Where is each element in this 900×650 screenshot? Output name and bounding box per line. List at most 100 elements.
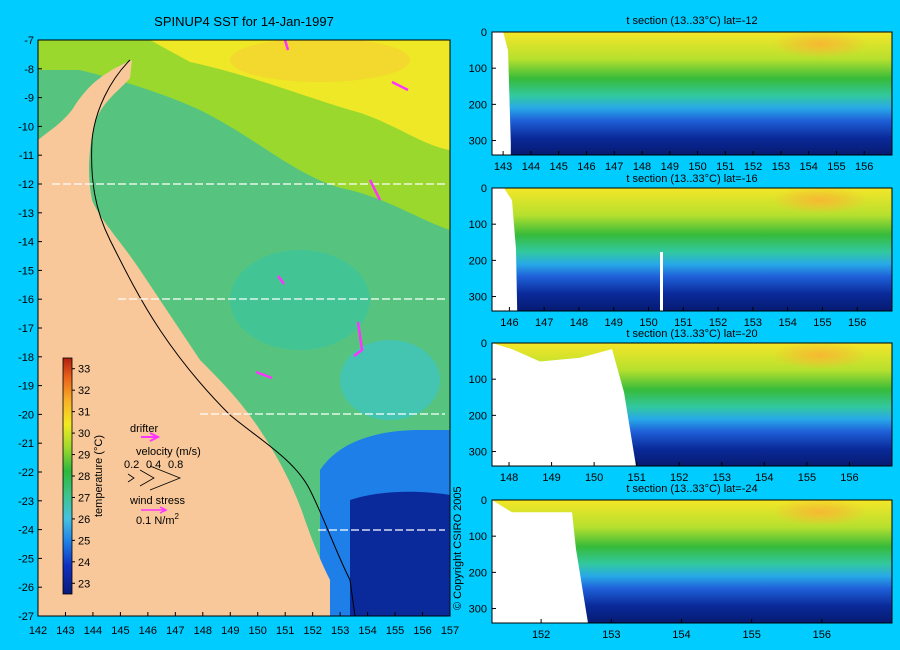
copyright-note: © Copyright CSIRO 2005 xyxy=(452,486,464,610)
map-x-tick-label: 152 xyxy=(303,625,321,637)
shelf-contour xyxy=(91,59,356,616)
section-warm-patch xyxy=(772,341,868,369)
map-y-tick-label: -16 xyxy=(18,294,34,306)
section-y-tick-label: 0 xyxy=(481,338,487,350)
wind-arrow xyxy=(141,506,168,514)
map-y-tick-label: -20 xyxy=(18,409,34,421)
section-x-tick-label: 150 xyxy=(639,317,657,329)
legend-drifter-label: drifter xyxy=(130,423,158,435)
map-title: SPINUP4 SST for 14-Jan-1997 xyxy=(154,14,334,29)
colorbar-tick-label: 30 xyxy=(78,428,90,440)
section-frame xyxy=(491,342,893,467)
section-y-tick-label: 200 xyxy=(469,567,487,579)
section-x-tick-label: 152 xyxy=(744,161,762,173)
section-topography xyxy=(492,188,518,311)
section-x-tick-label: 154 xyxy=(799,161,817,173)
section-x-tick-label: 153 xyxy=(602,629,620,641)
map-x-tick-label: 144 xyxy=(84,625,102,637)
map-y-tick-label: -21 xyxy=(18,438,34,450)
section-x-tick-label: 153 xyxy=(772,161,790,173)
colorbar-tick-label: 24 xyxy=(78,557,90,569)
section-x-tick-label: 156 xyxy=(840,472,858,484)
map-plot xyxy=(38,40,450,616)
eddy-east xyxy=(340,340,440,420)
colorbar-tick-label: 29 xyxy=(78,450,90,462)
section-x-tick-label: 155 xyxy=(742,629,760,641)
section-x-tick-label: 156 xyxy=(855,161,873,173)
section-x-tick-label: 156 xyxy=(848,317,866,329)
section-title: t section (13..33°C) lat=-20 xyxy=(626,328,757,340)
drifter-track xyxy=(391,80,409,92)
map-x-tick-label: 155 xyxy=(386,625,404,637)
map-x-tick-label: 142 xyxy=(29,625,47,637)
warm-core xyxy=(230,40,410,82)
section-x-tick-label: 146 xyxy=(500,317,518,329)
section-topography xyxy=(492,32,511,155)
map-y-tick-label: -27 xyxy=(18,611,34,623)
map-y-axis: -7 -8 -9 -10 -11 -12 -13 -14 -15 -16 -17 -18 -19 -20 -… xyxy=(18,35,42,623)
section-y-tick-label: 100 xyxy=(469,374,487,386)
map-y-tick-label: -10 xyxy=(18,121,34,133)
section-frame xyxy=(491,187,893,312)
section-ridge xyxy=(660,251,663,311)
land-australia xyxy=(38,40,330,616)
eddy-central xyxy=(230,250,370,350)
section-x-tick-label: 154 xyxy=(778,317,796,329)
section-y-tick-label: 300 xyxy=(469,292,487,304)
section-x-tick-label: 149 xyxy=(542,472,560,484)
section-x-tick-label: 147 xyxy=(535,317,553,329)
section-x-tick-label: 151 xyxy=(716,161,734,173)
section-title: t section (13..33°C) lat=-12 xyxy=(626,15,757,27)
section-y-tick-label: 200 xyxy=(469,410,487,422)
section-panel: t section (13..33°C) lat=-12 143 144 145 146… xyxy=(469,15,893,173)
map-y-tick-label: -11 xyxy=(19,150,34,162)
colorbar-tick-label: 31 xyxy=(78,407,90,419)
section-y-tick-label: 100 xyxy=(469,63,487,75)
section-x-tick-label: 144 xyxy=(522,161,540,173)
map-x-tick-label: 143 xyxy=(56,625,74,637)
map-x-tick-label: 153 xyxy=(331,625,349,637)
map-y-tick-label: -15 xyxy=(18,265,34,277)
section-y-tick-label: 300 xyxy=(469,604,487,616)
section-y-tick-label: 0 xyxy=(481,495,487,507)
section-x-tick-label: 152 xyxy=(670,472,688,484)
colorbar-tick-label: 23 xyxy=(78,578,90,590)
legend-velocity-value-2: 0.4 xyxy=(146,459,161,471)
map-x-axis: 142 143 144 145 146 147 148 149 150 151 152 153 154 1… xyxy=(29,612,459,637)
legend-velocity-value-1: 0.2 xyxy=(124,459,139,471)
velocity-arrows xyxy=(127,465,182,491)
section-x-tick-label: 147 xyxy=(605,161,623,173)
colorbar-tick-label: 28 xyxy=(78,471,90,483)
map-y-tick-label: -8 xyxy=(24,64,34,76)
section-frame xyxy=(491,499,893,624)
map-x-tick-label: 157 xyxy=(441,625,459,637)
section-title: t section (13..33°C) lat=-16 xyxy=(626,173,757,185)
map-y-tick-label: -12 xyxy=(18,179,34,191)
colorbar-tick-label: 32 xyxy=(78,385,90,397)
map-y-tick-label: -24 xyxy=(18,525,34,537)
map-x-tick-label: 154 xyxy=(358,625,376,637)
colorbar-tick-label: 25 xyxy=(78,535,90,547)
colorbar xyxy=(62,357,73,595)
map-x-tick-label: 148 xyxy=(194,625,212,637)
map-y-tick-label: -26 xyxy=(18,582,34,594)
section-x-tick-label: 150 xyxy=(585,472,603,484)
section-y-tick-label: 100 xyxy=(469,531,487,543)
legend-wind-value: 0.1 N/m2 xyxy=(136,512,180,527)
map-y-tick-label: -14 xyxy=(18,237,34,249)
map-x-tick-label: 150 xyxy=(249,625,267,637)
drifter-track xyxy=(283,40,290,51)
colorbar-tick-label: 27 xyxy=(78,492,90,504)
colorbar-tick-label: 33 xyxy=(78,364,90,376)
section-topography xyxy=(492,500,588,623)
drifter-track xyxy=(255,370,273,380)
drifter-track xyxy=(368,179,382,201)
map-y-tick-label: -23 xyxy=(18,496,34,508)
section-warm-patch xyxy=(772,30,868,58)
drifter-track xyxy=(277,275,285,285)
section-y-tick-label: 0 xyxy=(481,183,487,195)
cold-south-region xyxy=(350,491,450,616)
map-y-tick-label: -22 xyxy=(18,467,34,479)
section-x-tick-label: 153 xyxy=(744,317,762,329)
